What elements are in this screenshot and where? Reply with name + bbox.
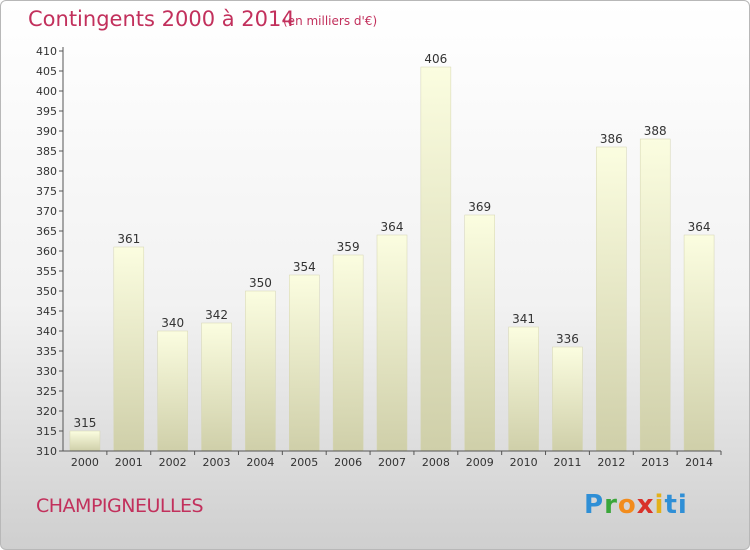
bar: [113, 246, 145, 452]
bar: [245, 290, 276, 452]
bar: [596, 146, 627, 452]
x-tick-label: 2005: [290, 456, 318, 469]
y-tick-label: 400: [36, 85, 57, 98]
data-label: 364: [381, 220, 404, 234]
y-tick-label: 395: [36, 105, 57, 118]
data-label: 369: [468, 200, 491, 214]
bar: [376, 234, 408, 452]
data-label: 406: [424, 52, 447, 66]
chart-subtitle: (en milliers d'€): [283, 14, 378, 28]
bar: [157, 330, 188, 452]
logo-letter: o: [617, 490, 637, 520]
x-tick-label: 2002: [159, 456, 187, 469]
bar: [332, 254, 364, 452]
y-tick-label: 360: [36, 245, 57, 258]
x-tick-label: 2014: [685, 456, 713, 469]
bar: [508, 326, 539, 452]
logo-letter: t: [664, 490, 678, 520]
data-label: 359: [337, 240, 360, 254]
x-tick-label: 2007: [378, 456, 406, 469]
bar: [69, 430, 101, 452]
x-tick-label: 2009: [466, 456, 494, 469]
bar: [420, 66, 452, 452]
bar: [464, 214, 495, 452]
x-tick-label: 2011: [553, 456, 581, 469]
bar: [683, 234, 715, 452]
y-tick-label: 375: [36, 185, 57, 198]
data-label: 336: [556, 332, 579, 346]
x-tick-label: 2003: [203, 456, 231, 469]
bar: [201, 322, 232, 452]
data-label: 364: [688, 220, 711, 234]
y-tick-label: 345: [36, 305, 57, 318]
logo-letter: x: [636, 490, 655, 520]
logo-letter: i: [677, 490, 688, 520]
y-tick-label: 405: [36, 65, 57, 78]
data-label: 342: [205, 308, 228, 322]
y-tick-label: 410: [36, 45, 57, 58]
x-tick-label: 2010: [510, 456, 538, 469]
bar: [552, 346, 583, 452]
x-tick-label: 2004: [246, 456, 274, 469]
data-label: 350: [249, 276, 272, 290]
data-label: 341: [512, 312, 535, 326]
y-tick-label: 310: [36, 445, 57, 458]
data-label: 361: [117, 232, 140, 246]
y-tick-label: 325: [36, 385, 57, 398]
y-tick-label: 380: [36, 165, 57, 178]
commune-name: CHAMPIGNEULLES: [36, 495, 204, 517]
bar: [289, 274, 320, 452]
data-label: 315: [73, 416, 96, 430]
data-label: 388: [644, 124, 667, 138]
x-tick-label: 2008: [422, 456, 450, 469]
bar: [639, 138, 671, 452]
logo-letter: r: [604, 490, 618, 520]
logo-letter: i: [654, 490, 665, 520]
y-tick-label: 365: [36, 225, 57, 238]
y-tick-label: 330: [36, 365, 57, 378]
y-tick-label: 350: [36, 285, 57, 298]
y-tick-label: 315: [36, 425, 57, 438]
data-label: 386: [600, 132, 623, 146]
y-tick-label: 390: [36, 125, 57, 138]
x-tick-label: 2013: [641, 456, 669, 469]
y-tick-label: 335: [36, 345, 57, 358]
y-tick-label: 320: [36, 405, 57, 418]
y-tick-label: 340: [36, 325, 57, 338]
x-tick-label: 2000: [71, 456, 99, 469]
y-tick-label: 355: [36, 265, 57, 278]
x-tick-label: 2006: [334, 456, 362, 469]
data-label: 340: [161, 316, 184, 330]
proxiti-logo: Proxiti: [584, 490, 688, 520]
y-tick-label: 370: [36, 205, 57, 218]
logo-letter: P: [584, 490, 605, 520]
x-tick-label: 2012: [597, 456, 625, 469]
x-tick-label: 2001: [115, 456, 143, 469]
data-label: 354: [293, 260, 316, 274]
y-tick-label: 385: [36, 145, 57, 158]
chart-title: Contingents 2000 à 2014: [28, 7, 295, 31]
